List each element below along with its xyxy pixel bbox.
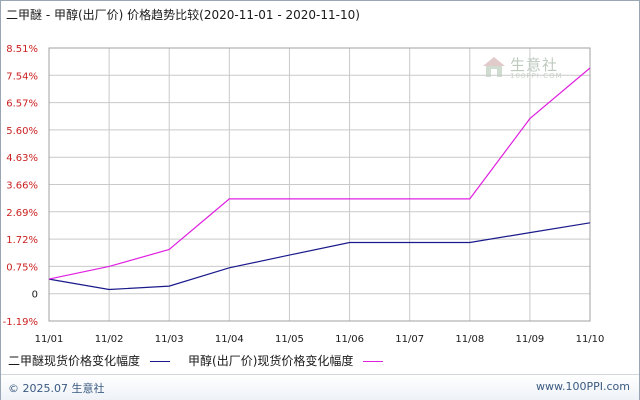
chart-title: 二甲醚 - 甲醇(出厂价) 价格趋势比较(2020-11-01 - 2020-1…: [6, 8, 360, 22]
legend-swatch-series-1: [150, 361, 171, 362]
x-tick-label: 11/10: [576, 334, 605, 345]
y-tick-label: 8.51%: [6, 44, 38, 55]
legend: 二甲醚现货价格变化幅度 甲醇(出厂价)现货价格变化幅度: [8, 352, 401, 369]
legend-label-series-1: 二甲醚现货价格变化幅度: [8, 354, 141, 368]
y-tick-label: 5.60%: [6, 126, 38, 137]
y-tick-label: 1.72%: [6, 235, 38, 246]
watermark-logo: 生意社 100PPI.COM: [482, 54, 582, 84]
x-tick-label: 11/08: [455, 334, 484, 345]
watermark-en: 100PPI.COM: [510, 72, 563, 80]
y-tick-label: 6.57%: [6, 99, 38, 110]
x-tick-label: 11/09: [515, 334, 544, 345]
x-tick-label: 11/04: [215, 334, 244, 345]
y-tick-label: 2.69%: [6, 208, 38, 219]
y-tick-label: -1.19%: [3, 317, 38, 328]
y-tick-label: 7.54%: [6, 71, 38, 82]
y-tick-label: 0.75%: [6, 262, 38, 273]
x-tick-label: 11/01: [35, 334, 64, 345]
copyright-text: © 2025.07 生意社: [8, 382, 105, 395]
series-line-1: [48, 222, 591, 291]
y-tick-label: 3.66%: [6, 181, 38, 192]
watermark-cn: 生意社: [510, 56, 559, 74]
house-logo-icon: [483, 57, 505, 77]
series-line-2: [48, 67, 591, 280]
site-link[interactable]: www.100PPI.com: [536, 380, 630, 393]
y-tick-label: 0: [32, 290, 38, 301]
x-tick-label: 11/02: [95, 334, 124, 345]
footer-bar: [1, 374, 639, 400]
plot-area-border: [48, 47, 591, 322]
legend-label-series-2: 甲醇(出厂价)现货价格变化幅度: [188, 354, 354, 368]
x-tick-label: 11/06: [335, 334, 364, 345]
y-tick-label: 4.63%: [6, 153, 38, 164]
x-tick-label: 11/03: [155, 334, 184, 345]
x-tick-label: 11/05: [275, 334, 304, 345]
x-tick-label: 11/07: [395, 334, 424, 345]
legend-swatch-series-2: [363, 361, 384, 362]
